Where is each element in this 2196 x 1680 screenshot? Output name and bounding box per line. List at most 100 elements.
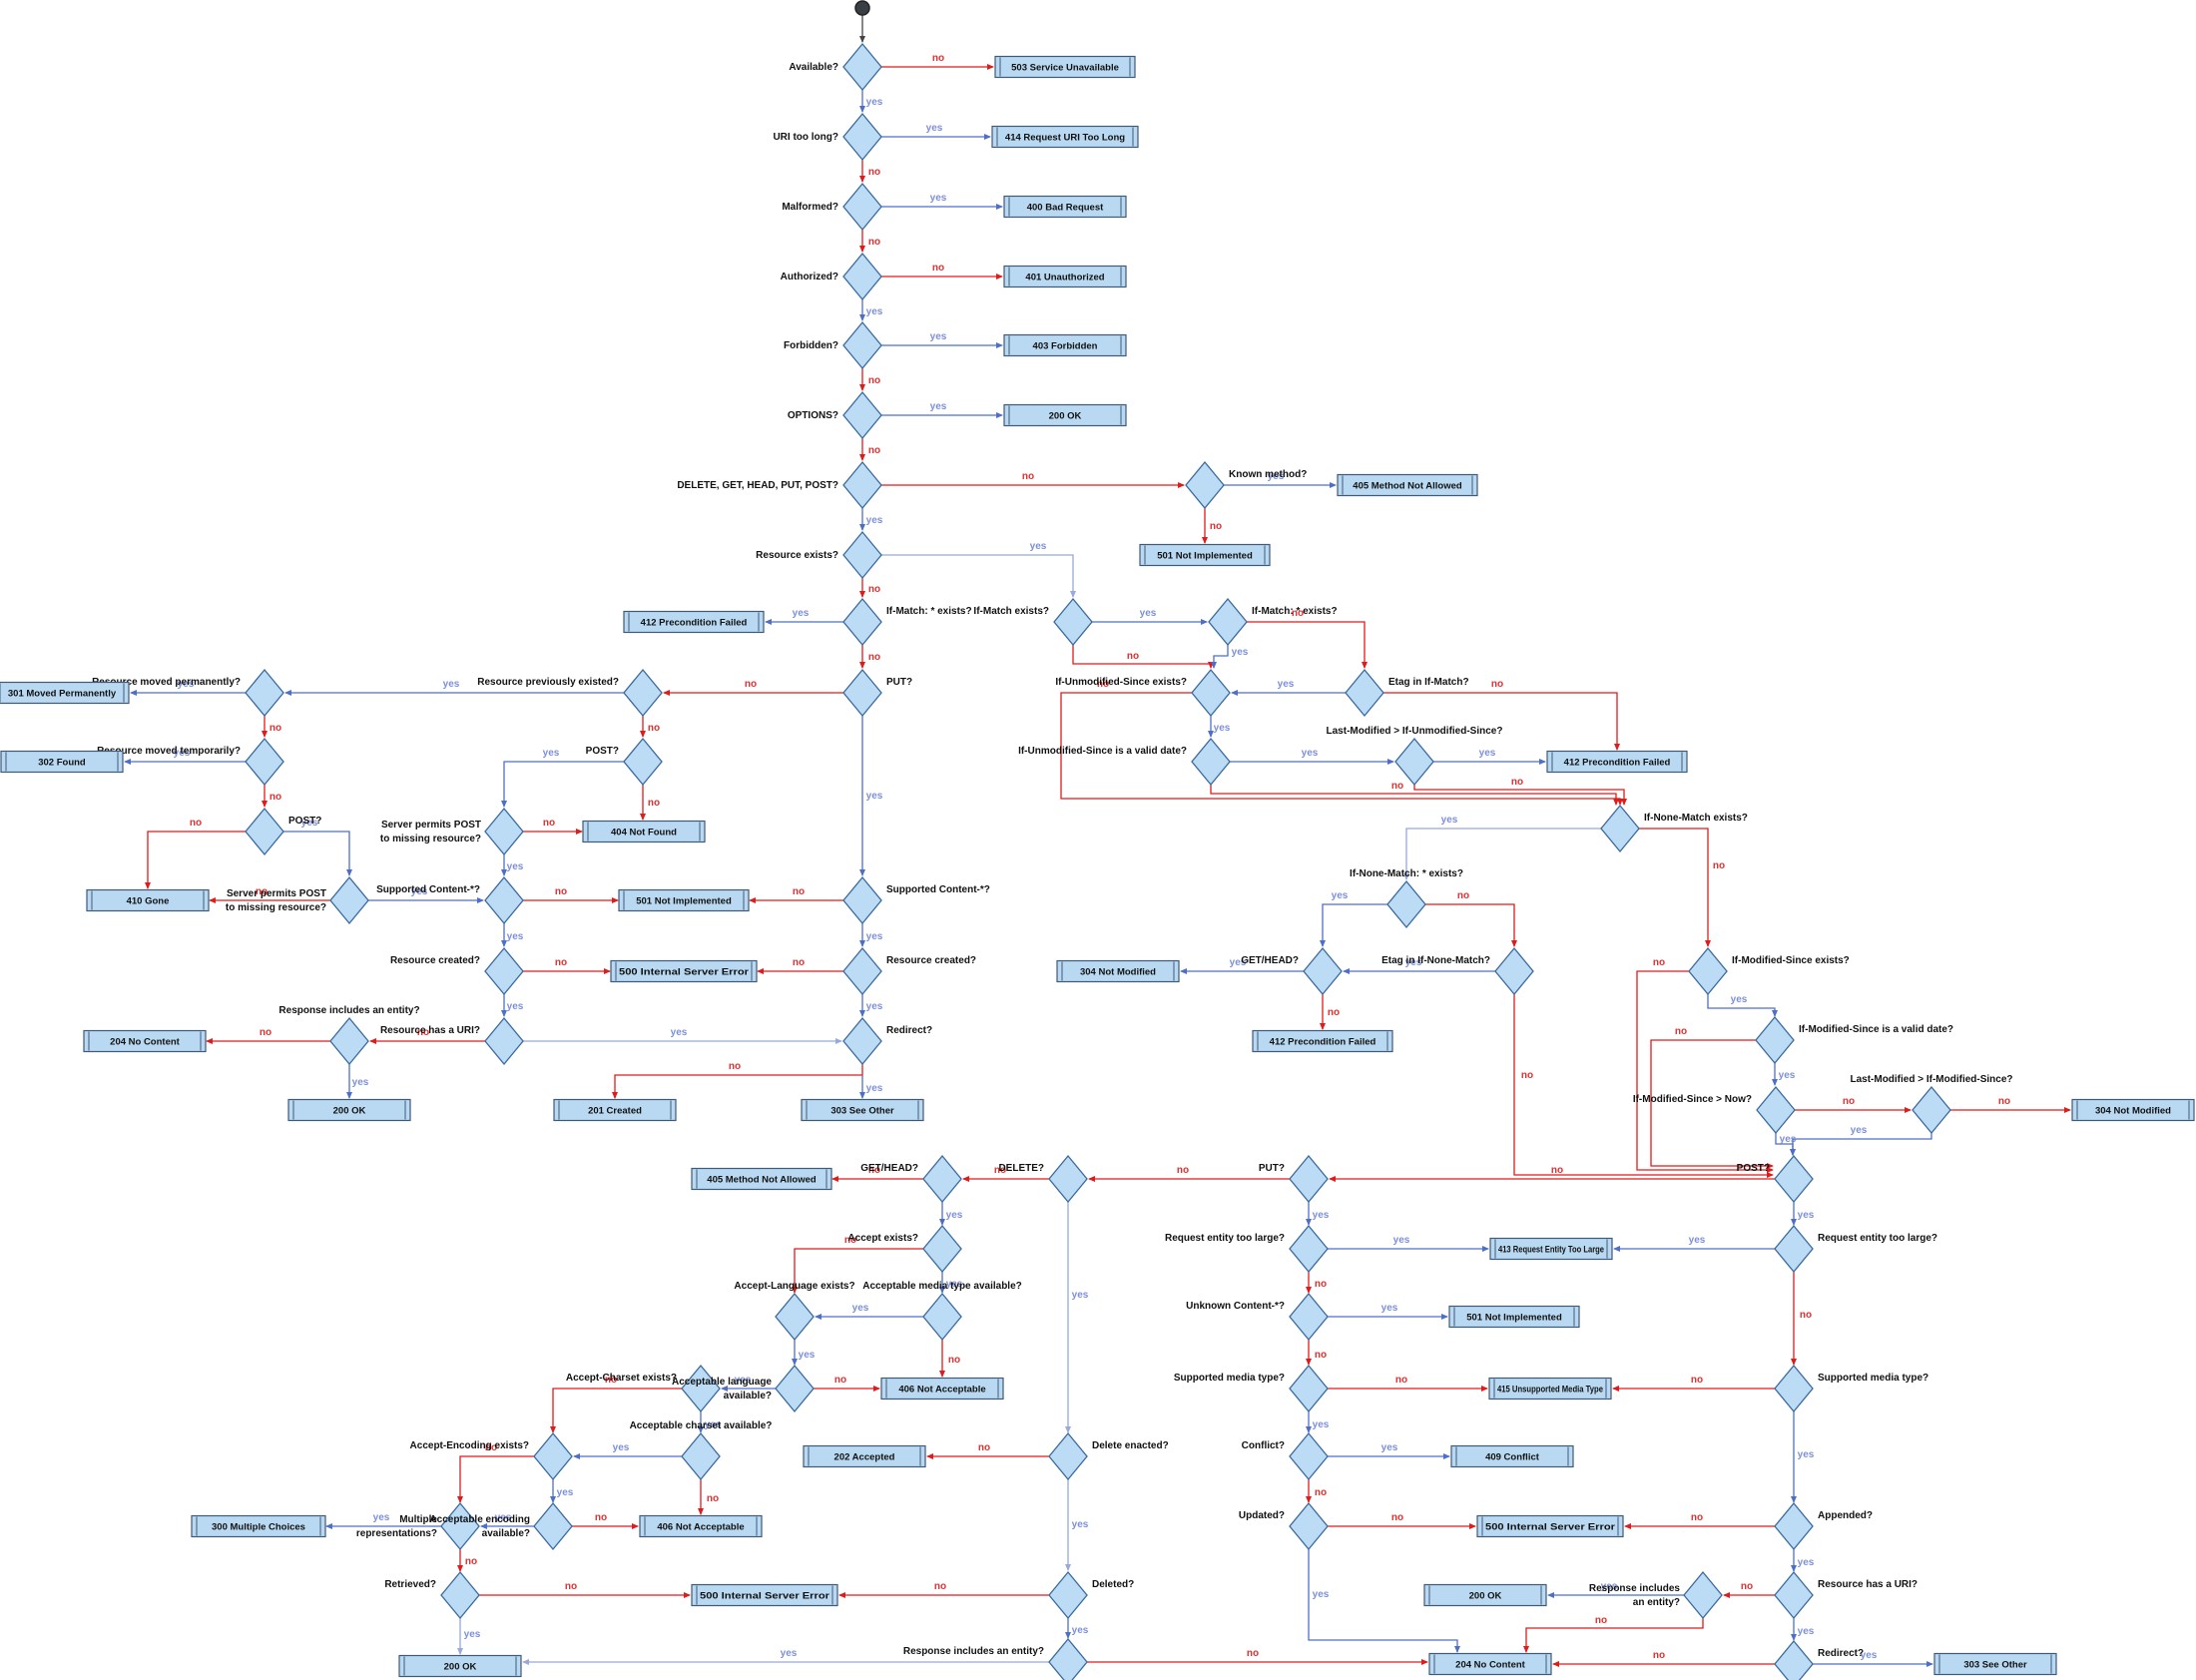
edge-yes-82: yes bbox=[1306, 1202, 1330, 1226]
decision-ius-exists: If-Unmodified-Since exists? bbox=[1055, 668, 1231, 718]
status-box-405-bottom: 405 Method Not Allowed bbox=[691, 1167, 832, 1191]
edge-label: no bbox=[648, 798, 660, 809]
edge-yes-129: yes bbox=[1791, 1618, 1815, 1641]
edge-label: yes bbox=[1072, 1519, 1089, 1530]
decision-label: Etag in If-Match? bbox=[1388, 677, 1469, 688]
status-box-shape bbox=[582, 820, 706, 843]
edge-label: yes bbox=[1214, 723, 1231, 734]
status-box-204-left: 204 No Content bbox=[83, 1029, 207, 1053]
decision-redirect-right: Redirect? bbox=[1774, 1639, 1864, 1680]
decision-label: Acceptable encoding bbox=[429, 1514, 530, 1525]
edge-label: no bbox=[1551, 1165, 1563, 1176]
diamond-shape bbox=[1053, 597, 1093, 647]
decision-moved-temp: Resource moved temporarily? bbox=[97, 737, 284, 787]
decision-label: Redirect? bbox=[886, 1025, 932, 1036]
status-box-302: 302 Found bbox=[0, 750, 124, 774]
edge-label: no bbox=[465, 1556, 477, 1567]
decision-ims-gt-now: If-Modified-Since > Now? bbox=[1633, 1085, 1796, 1135]
edge-label: no bbox=[1328, 1007, 1340, 1018]
edge-label: yes bbox=[1072, 1290, 1089, 1301]
edge-yes-57: yes bbox=[1231, 679, 1346, 696]
edge-label: no bbox=[1691, 1512, 1703, 1523]
status-box-shape bbox=[994, 55, 1136, 79]
edge-line bbox=[145, 831, 246, 889]
status-box-304-mid: 304 Not Modified bbox=[1056, 959, 1180, 983]
edge-no-101: no bbox=[572, 1512, 639, 1529]
diamond-shape bbox=[842, 946, 882, 996]
decision-label: POST? bbox=[288, 816, 321, 827]
status-box-shape bbox=[991, 125, 1139, 149]
decision-label: Supported Content-*? bbox=[376, 884, 480, 895]
decision-label: Last-Modified > If-Modified-Since? bbox=[1850, 1074, 2012, 1085]
status-box-shape bbox=[1488, 1377, 1612, 1400]
diamond-shape bbox=[1048, 1154, 1088, 1204]
diamond-shape bbox=[329, 1016, 369, 1066]
status-box-500-bottom: 500 Internal Server Error bbox=[691, 1583, 838, 1607]
status-box-401: 401 Unauthorized bbox=[1003, 265, 1127, 288]
edge-no-62: no bbox=[1413, 777, 1627, 806]
diamond-shape bbox=[1774, 1224, 1814, 1274]
edge-yes-9: yes bbox=[881, 331, 1003, 348]
decision-post-mid: POST? bbox=[586, 737, 663, 787]
diamond-shape bbox=[1185, 460, 1225, 510]
edge-line bbox=[1413, 785, 1627, 806]
edge-label: yes bbox=[178, 679, 195, 690]
edge-label: no bbox=[1521, 1070, 1533, 1081]
decision-label: Acceptable language bbox=[672, 1377, 772, 1388]
edge-label: no bbox=[1022, 471, 1034, 482]
decision-post-left: POST? bbox=[245, 807, 321, 856]
decision-moved-perm: Resource moved permanently? bbox=[92, 668, 284, 718]
status-box-shape bbox=[1003, 403, 1127, 427]
decision-gethead-mid: GET/HEAD? bbox=[1241, 946, 1343, 996]
decision-supp-media-left: Supported media type? bbox=[1174, 1364, 1329, 1413]
status-box-shape bbox=[1003, 195, 1127, 219]
diamond-shape bbox=[842, 182, 882, 232]
edge-label: yes bbox=[507, 861, 524, 872]
decision-inm-star: If-None-Match: * exists? bbox=[1350, 868, 1463, 929]
edge-label: no bbox=[978, 1442, 990, 1453]
diamond-shape bbox=[1600, 804, 1640, 853]
edge-yes-46: yes bbox=[501, 994, 524, 1017]
edge-label: yes bbox=[1779, 1070, 1796, 1081]
edge-no-74: no bbox=[1650, 1026, 1774, 1169]
edge-label: no bbox=[1595, 1615, 1607, 1626]
status-box-shape bbox=[191, 1514, 326, 1538]
edge-no-83: no bbox=[962, 1165, 1049, 1182]
edge-no-37: no bbox=[209, 886, 330, 903]
edge-no-16: no bbox=[1202, 508, 1222, 544]
edge-label: no bbox=[1315, 1350, 1327, 1361]
decision-updated: Updated? bbox=[1239, 1501, 1329, 1551]
edge-label: no bbox=[1998, 1096, 2010, 1107]
decision-label: Server permits POST bbox=[227, 888, 326, 899]
edge-label: no bbox=[260, 1027, 272, 1038]
edge-label: yes bbox=[1441, 815, 1458, 826]
decision-label: Response includes bbox=[1589, 1583, 1681, 1594]
edge-label: yes bbox=[1479, 748, 1496, 759]
status-box-shape bbox=[1476, 1514, 1624, 1538]
status-label: 304 Not Modified bbox=[2095, 1106, 2171, 1117]
status-box-shape bbox=[618, 888, 750, 912]
diamond-shape bbox=[1048, 1431, 1088, 1481]
decision-lm-gt-ius: Last-Modified > If-Unmodified-Since? bbox=[1327, 726, 1503, 787]
status-box-303-left: 303 See Other bbox=[801, 1098, 924, 1122]
edge-label: no bbox=[793, 886, 805, 897]
edge-label: yes bbox=[946, 1279, 963, 1290]
edge-label: no bbox=[868, 167, 880, 178]
edge-label: yes bbox=[1798, 1626, 1815, 1637]
edge-line bbox=[1790, 1133, 1932, 1156]
decision-known-methods: DELETE, GET, HEAD, PUT, POST? bbox=[677, 460, 882, 510]
diamond-shape bbox=[484, 807, 524, 856]
edge-no-116: no bbox=[1328, 1375, 1488, 1392]
edge-line bbox=[1247, 621, 1368, 669]
edge-no-60: no bbox=[1210, 781, 1619, 806]
edge-label: yes bbox=[705, 1419, 722, 1430]
decision-label: Known method? bbox=[1229, 469, 1307, 480]
edge-no-12: no bbox=[859, 438, 880, 461]
edge-label: yes bbox=[411, 886, 428, 897]
edge-yes-59: yes bbox=[1230, 748, 1394, 765]
decision-label: Last-Modified > If-Unmodified-Since? bbox=[1327, 726, 1503, 737]
edge-label: yes bbox=[866, 791, 883, 802]
status-box-301: 301 Moved Permanently bbox=[0, 681, 130, 705]
status-box-shape bbox=[639, 1514, 763, 1538]
status-box-501-top: 501 Not Implemented bbox=[1139, 543, 1271, 567]
